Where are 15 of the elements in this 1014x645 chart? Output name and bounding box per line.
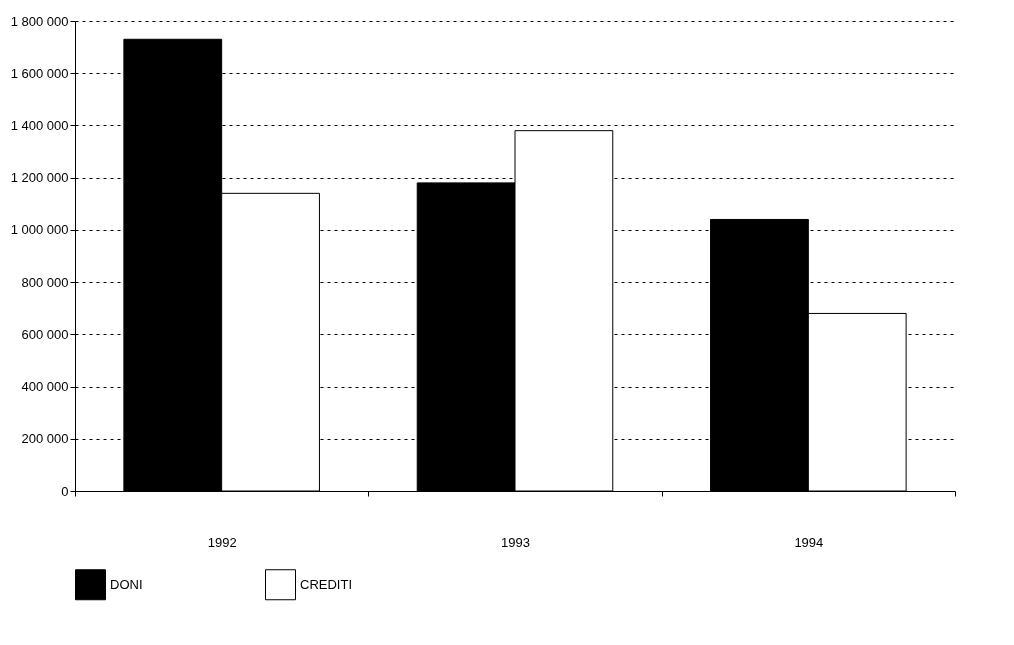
y-tick-label: 400 000 [21, 379, 69, 395]
x-tick-label: 1994 [794, 534, 824, 550]
y-tick-label: 1 400 000 [10, 117, 69, 133]
x-tick-label: 1993 [501, 534, 530, 550]
y-tick-label: 1 000 000 [10, 222, 69, 238]
y-tick-label: 1 600 000 [10, 65, 69, 81]
legend-label: DONI [110, 576, 143, 592]
y-tick-label: 600 000 [21, 326, 69, 342]
legend-label: CREDITI [300, 576, 352, 592]
y-tick-label: 0 [61, 483, 69, 499]
y-tick-label: 1 800 000 [10, 13, 69, 29]
y-tick-label: 1 200 000 [10, 170, 69, 186]
x-tick-label: 1992 [207, 534, 237, 550]
y-tick-label: 800 000 [21, 274, 69, 290]
y-tick-label: 200 000 [21, 431, 69, 447]
